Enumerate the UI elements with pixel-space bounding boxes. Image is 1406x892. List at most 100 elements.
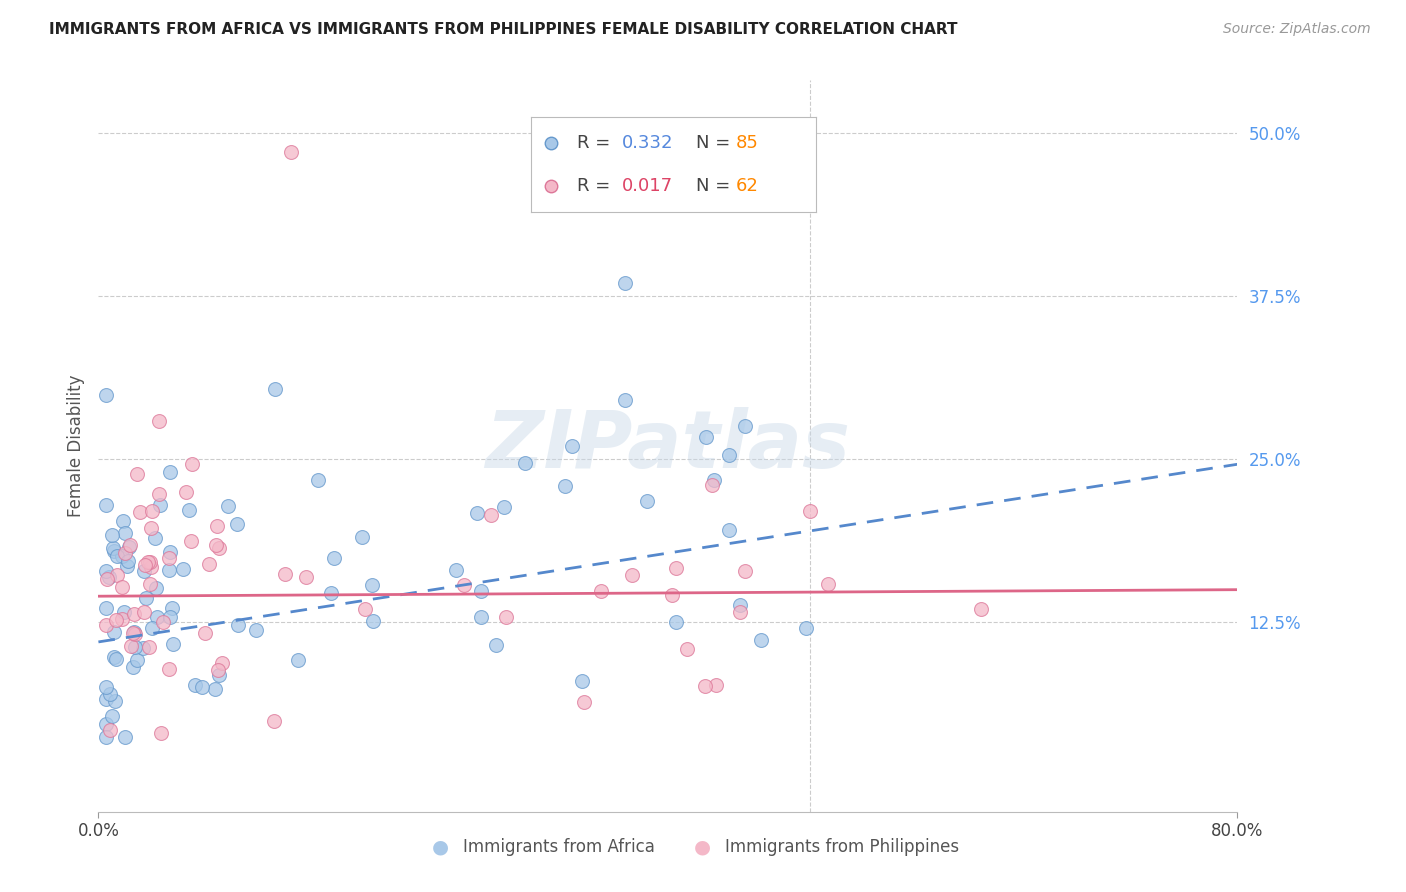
Point bbox=[111, 612, 134, 626]
Point bbox=[120, 639, 142, 653]
Point bbox=[159, 610, 181, 624]
Point bbox=[245, 624, 267, 638]
Point bbox=[728, 605, 751, 619]
Point bbox=[104, 652, 127, 666]
Point bbox=[695, 430, 717, 444]
Point bbox=[124, 640, 146, 655]
Point bbox=[131, 640, 153, 655]
Point bbox=[94, 601, 117, 615]
Point bbox=[665, 615, 688, 630]
Point bbox=[149, 498, 172, 512]
Text: IMMIGRANTS FROM AFRICA VS IMMIGRANTS FROM PHILIPPINES FEMALE DISABILITY CORRELAT: IMMIGRANTS FROM AFRICA VS IMMIGRANTS FRO… bbox=[49, 22, 957, 37]
Point bbox=[122, 625, 145, 640]
Point bbox=[94, 618, 117, 632]
Point bbox=[118, 540, 141, 554]
Point bbox=[263, 382, 285, 396]
Point bbox=[114, 546, 136, 560]
Point bbox=[676, 641, 699, 656]
Point bbox=[135, 591, 157, 606]
Point bbox=[190, 681, 212, 695]
Point bbox=[205, 519, 228, 533]
Point bbox=[134, 605, 156, 619]
Point bbox=[104, 694, 127, 708]
Point bbox=[574, 695, 596, 709]
Point bbox=[205, 538, 228, 552]
Point bbox=[138, 640, 160, 654]
Point bbox=[226, 618, 249, 632]
Point bbox=[111, 549, 134, 564]
Point bbox=[204, 681, 226, 696]
Point bbox=[157, 662, 180, 676]
Text: N =: N = bbox=[696, 134, 737, 152]
Point bbox=[103, 624, 125, 639]
Point bbox=[470, 584, 492, 599]
Point bbox=[571, 674, 593, 689]
Point bbox=[174, 484, 197, 499]
Point bbox=[817, 577, 839, 591]
Text: 0.332: 0.332 bbox=[623, 134, 673, 152]
Point bbox=[139, 555, 162, 569]
Point bbox=[157, 551, 180, 566]
Point bbox=[734, 564, 756, 578]
Point bbox=[211, 656, 233, 670]
Point bbox=[143, 531, 166, 545]
Point bbox=[96, 498, 118, 512]
Point bbox=[122, 607, 145, 622]
Point bbox=[159, 465, 181, 479]
Y-axis label: Female Disability: Female Disability bbox=[66, 375, 84, 517]
Point bbox=[100, 709, 122, 723]
Point bbox=[614, 393, 637, 408]
Point bbox=[152, 615, 174, 629]
Point bbox=[145, 609, 167, 624]
Point bbox=[718, 523, 741, 537]
Point bbox=[361, 614, 384, 628]
Point bbox=[157, 563, 180, 577]
Point bbox=[273, 566, 295, 581]
Point bbox=[132, 564, 155, 578]
Text: 85: 85 bbox=[737, 134, 759, 152]
Point bbox=[561, 439, 583, 453]
Point bbox=[172, 561, 194, 575]
Point bbox=[263, 714, 285, 728]
Point bbox=[621, 567, 644, 582]
Point bbox=[94, 730, 117, 744]
Point bbox=[101, 541, 124, 556]
Point bbox=[700, 477, 723, 491]
Point bbox=[352, 530, 374, 544]
Point bbox=[197, 557, 219, 571]
Point bbox=[114, 731, 136, 745]
Text: N =: N = bbox=[696, 178, 737, 195]
Point bbox=[495, 609, 517, 624]
Text: R =: R = bbox=[576, 134, 616, 152]
Text: 62: 62 bbox=[737, 178, 759, 195]
Point bbox=[614, 276, 637, 290]
Point bbox=[127, 467, 149, 482]
Point bbox=[703, 473, 725, 487]
Point bbox=[125, 653, 148, 667]
Point bbox=[294, 569, 316, 583]
Point bbox=[148, 414, 170, 428]
Point bbox=[98, 687, 121, 701]
Point bbox=[129, 505, 152, 519]
Point bbox=[636, 494, 658, 508]
Point bbox=[794, 621, 817, 635]
Text: Immigrants from Philippines: Immigrants from Philippines bbox=[725, 838, 959, 856]
Point bbox=[661, 588, 683, 602]
Point bbox=[100, 527, 122, 541]
Point bbox=[162, 637, 184, 651]
Point bbox=[159, 545, 181, 559]
Point bbox=[280, 145, 302, 160]
Point bbox=[217, 499, 239, 513]
Point bbox=[96, 572, 118, 586]
Point bbox=[94, 680, 117, 694]
Point bbox=[94, 717, 117, 731]
Point bbox=[693, 679, 716, 693]
Point bbox=[139, 560, 162, 574]
Point bbox=[665, 561, 688, 575]
Point bbox=[141, 503, 163, 517]
Point bbox=[105, 549, 128, 564]
Point bbox=[589, 584, 612, 599]
Text: ●: ● bbox=[432, 838, 449, 857]
Text: ●: ● bbox=[693, 838, 710, 857]
Point bbox=[148, 486, 170, 500]
